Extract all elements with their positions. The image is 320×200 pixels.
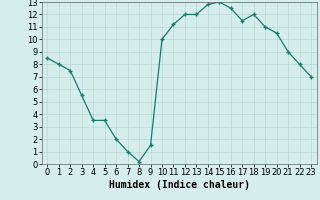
X-axis label: Humidex (Indice chaleur): Humidex (Indice chaleur) [109, 180, 250, 190]
